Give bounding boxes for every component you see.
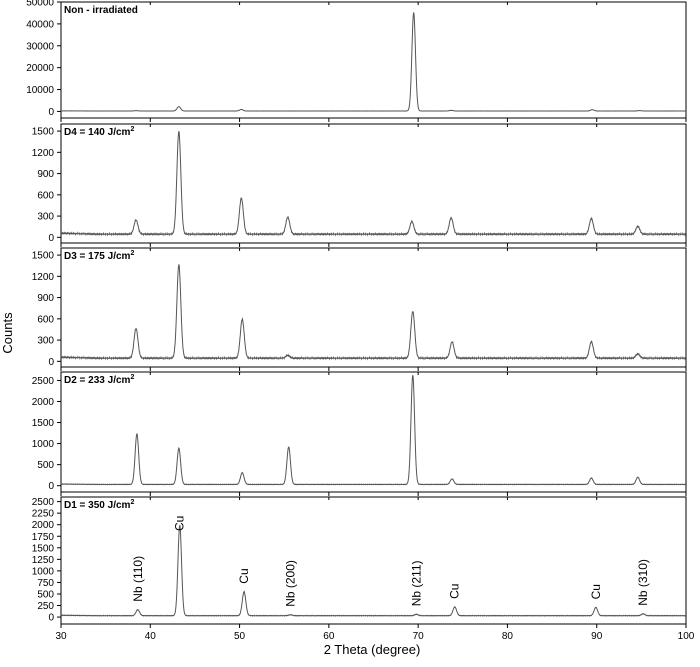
peak-label: Cu xyxy=(173,516,187,531)
panel-title-superscript: 2 xyxy=(130,499,134,506)
panel-frame xyxy=(60,496,687,625)
peak-label: Nb (110) xyxy=(131,556,145,602)
y-tick-label: 1250 xyxy=(32,555,55,566)
panel-frame xyxy=(60,247,687,368)
y-tick-label: 1000 xyxy=(32,566,55,577)
x-tick-label: 40 xyxy=(145,631,157,642)
panel-title: D3 = 175 J/cm2 xyxy=(64,250,134,262)
y-tick-label: 20000 xyxy=(26,63,54,74)
y-tick-label: 500 xyxy=(37,460,54,471)
diffraction-trace xyxy=(60,12,687,112)
y-tick-label: 900 xyxy=(37,169,54,180)
x-axis-label: 2 Theta (degree) xyxy=(324,642,421,657)
diffraction-trace xyxy=(60,375,687,486)
y-tick-label: 300 xyxy=(37,212,54,223)
y-tick-label: 1200 xyxy=(32,272,55,283)
y-tick-label: 40000 xyxy=(26,19,54,30)
peak-label: Nb (200) xyxy=(284,560,298,607)
y-tick-label: 30000 xyxy=(26,41,54,52)
y-tick-label: 10000 xyxy=(26,85,54,96)
panel-title-text: D4 = 140 J/cm xyxy=(64,127,131,138)
y-tick-label: 2000 xyxy=(32,397,55,408)
panel-frame xyxy=(60,371,687,493)
panel-3: 0 300 600 900 1200 1500 D3 = 175 J/cm2 xyxy=(32,247,687,371)
panel-2: 0 300 600 900 1200 1500 D4 = 140 J/cm2 xyxy=(32,123,687,247)
y-tick-label: 0 xyxy=(48,613,54,624)
panel-title-superscript: 2 xyxy=(130,126,134,133)
panel-title-text: D2 = 233 J/cm xyxy=(64,375,131,386)
panel-title-text: Non - irradiated xyxy=(64,5,138,16)
y-tick-label: 0 xyxy=(48,107,54,118)
x-tick-label: 50 xyxy=(234,631,246,642)
y-tick-label: 2250 xyxy=(32,509,55,520)
peak-label: Nb (310) xyxy=(636,559,650,606)
x-tick-label: 100 xyxy=(678,631,695,642)
y-tick-label: 600 xyxy=(37,314,54,325)
y-tick-label: 50000 xyxy=(26,0,54,9)
panel-title-text: D1 = 350 J/cm xyxy=(64,500,131,511)
panel-title: Non - irradiated xyxy=(64,5,138,16)
y-tick-label: 1500 xyxy=(32,418,55,429)
y-tick-label: 2500 xyxy=(32,376,55,387)
panel-title-text: D3 = 175 J/cm xyxy=(64,251,131,262)
y-tick-label: 2000 xyxy=(32,520,55,531)
y-tick-label: 0 xyxy=(48,357,54,368)
panel-title: D1 = 350 J/cm2 xyxy=(64,499,134,511)
y-tick-label: 500 xyxy=(37,589,54,600)
y-axis-label: Counts xyxy=(0,312,15,354)
y-tick-label: 300 xyxy=(37,336,54,347)
diffraction-trace xyxy=(60,524,687,617)
y-tick-label: 750 xyxy=(37,578,54,589)
panel-1: 0 10000 20000 30000 40000 50000 Non - irradiat… xyxy=(26,0,687,122)
panel-title: D2 = 233 J/cm2 xyxy=(64,374,134,386)
y-tick-label: 1500 xyxy=(32,543,55,554)
panel-title-superscript: 2 xyxy=(130,250,134,257)
x-tick-label: 70 xyxy=(413,631,425,642)
x-tick-label: 90 xyxy=(591,631,603,642)
y-tick-label: 2500 xyxy=(32,497,55,508)
y-tick-label: 1500 xyxy=(32,251,55,262)
peak-label: Nb (211) xyxy=(409,560,423,606)
y-tick-label: 600 xyxy=(37,190,54,201)
y-tick-label: 250 xyxy=(37,601,54,612)
y-tick-label: 0 xyxy=(48,481,54,492)
y-tick-label: 900 xyxy=(37,293,54,304)
panel-title: D4 = 140 J/cm2 xyxy=(64,126,134,138)
x-tick-label: 80 xyxy=(502,631,514,642)
panel-frame xyxy=(60,1,687,119)
y-tick-label: 0 xyxy=(48,233,54,244)
diffraction-trace xyxy=(60,264,687,361)
panel-frame xyxy=(60,123,687,244)
panel-4: 0 500 1000 1500 2000 2500 D2 = 233 J/cm2 xyxy=(32,371,687,496)
peak-label: Cu xyxy=(589,584,603,599)
peak-label: Cu xyxy=(448,584,462,599)
y-tick-label: 1750 xyxy=(32,532,55,543)
y-tick-label: 1500 xyxy=(32,127,55,138)
panel-title-superscript: 2 xyxy=(130,374,134,381)
x-tick-label: 30 xyxy=(55,631,67,642)
x-tick-label: 60 xyxy=(323,631,335,642)
y-tick-label: 1000 xyxy=(32,439,55,450)
y-tick-label: 1200 xyxy=(32,148,55,159)
diffraction-trace xyxy=(60,131,687,237)
peak-label: Cu xyxy=(237,568,251,583)
